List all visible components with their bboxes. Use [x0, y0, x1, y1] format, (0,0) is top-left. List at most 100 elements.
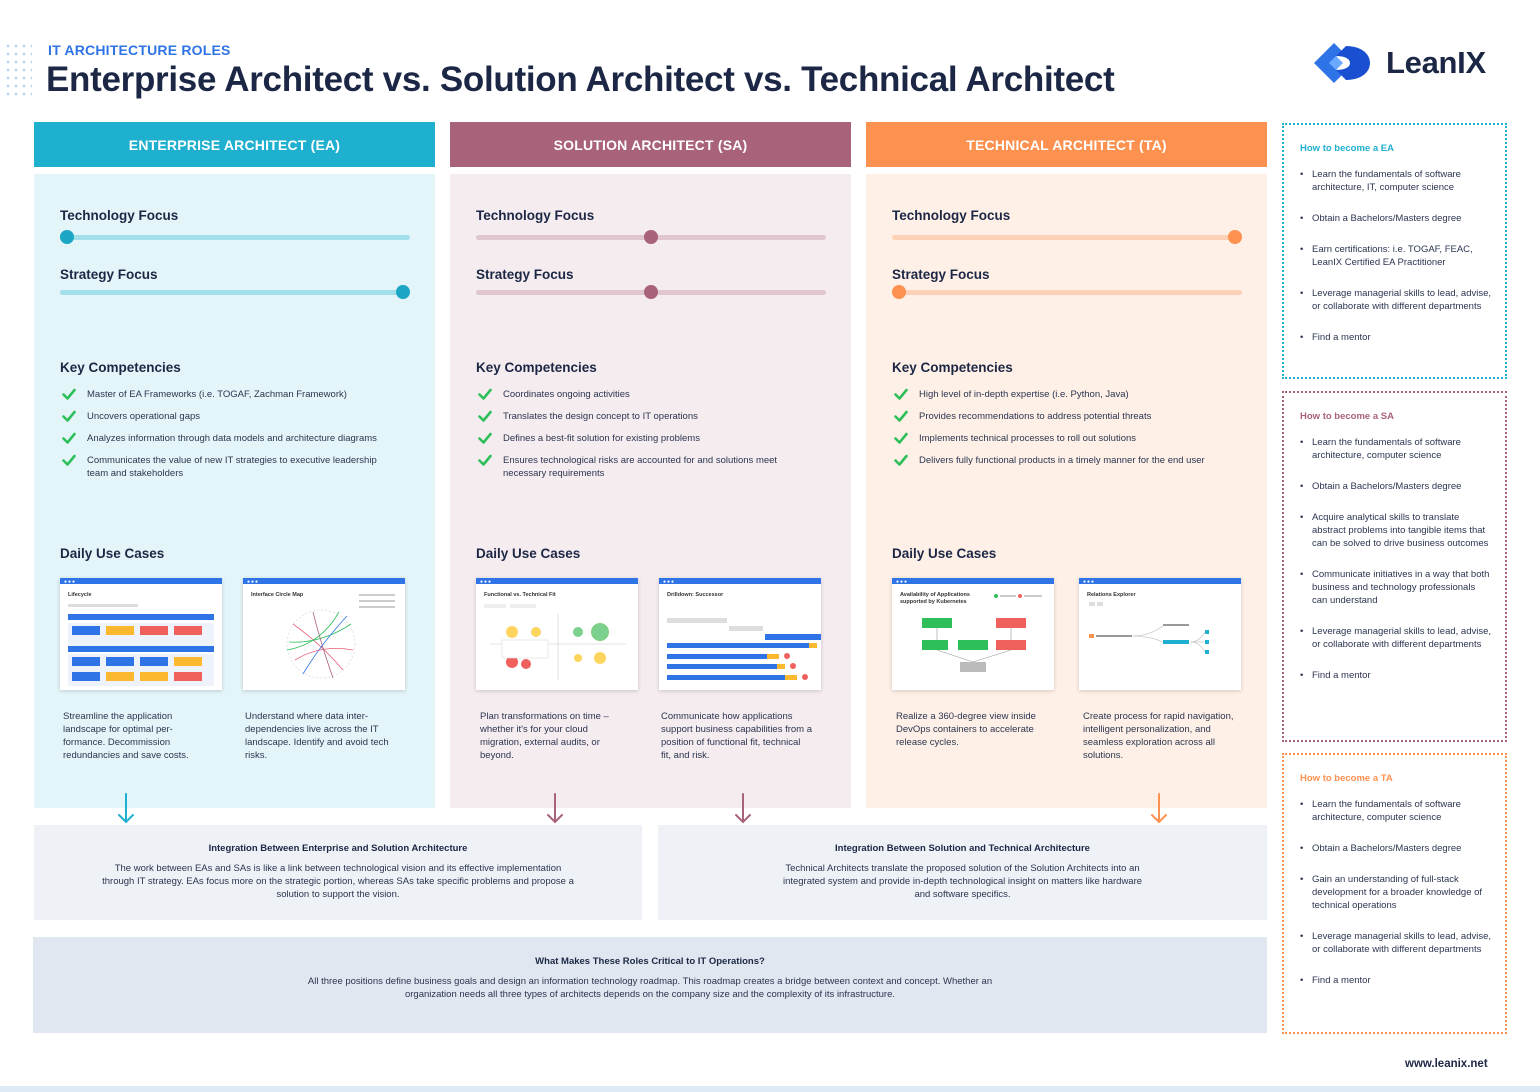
strategy-focus-scale — [892, 285, 1242, 299]
competency-item: High level of in-depth expertise (i.e. P… — [892, 388, 1222, 401]
use-case-description: Understand where data inter-dependencies… — [245, 711, 389, 761]
decorative-dot-grid — [4, 42, 32, 96]
step-item: Find a mentor — [1300, 974, 1491, 987]
column-header: TECHNICAL ARCHITECT (TA) — [866, 122, 1267, 167]
technology-focus-label: Technology Focus — [60, 208, 179, 223]
competency-text: Communicates the value of new IT strateg… — [87, 455, 377, 479]
step-item: Obtain a Bachelors/Masters degree — [1300, 480, 1491, 493]
use-case-description: Communicate how applications support bus… — [661, 711, 813, 761]
screenshot-title: Functional vs. Technical Fit — [484, 592, 556, 598]
strategy-focus-marker — [892, 285, 906, 299]
step-item: Learn the fundamentals of software archi… — [1300, 436, 1491, 462]
competency-text: Translates the design concept to IT oper… — [503, 411, 698, 422]
technology-focus-marker — [1228, 230, 1242, 244]
competency-list: Coordinates ongoing activities Translate… — [476, 388, 806, 489]
step-list: Learn the fundamentals of software archi… — [1300, 436, 1491, 682]
strategy-focus-scale — [476, 285, 826, 299]
check-icon — [478, 454, 492, 466]
relations-explorer-screenshot: ●●● Relations Explorer — [1079, 578, 1241, 690]
how-to-become-ea-panel: How to become a EA Learn the fundamental… — [1282, 123, 1507, 379]
leanix-logo: LeanIX — [1312, 42, 1486, 84]
check-icon — [62, 388, 76, 400]
daily-use-cases-heading: Daily Use Cases — [892, 546, 997, 561]
key-competencies-heading: Key Competencies — [892, 360, 1013, 375]
how-to-become-ta-panel: How to become a TA Learn the fundamental… — [1282, 753, 1507, 1034]
interface-circle-map-screenshot: ●●● Interface Circle Map — [243, 578, 405, 690]
competency-text: Master of EA Frameworks (i.e. TOGAF, Zac… — [87, 389, 347, 400]
step-item: Gain an understanding of full-stack deve… — [1300, 873, 1491, 912]
use-case-screens: ●●● Functional vs. Technical Fit ●●● Dri… — [476, 578, 826, 690]
integration-description: Technical Architects translate the propo… — [782, 863, 1143, 900]
technology-focus-label: Technology Focus — [892, 208, 1011, 223]
technology-focus-scale — [892, 230, 1242, 244]
column-body: Technology Focus Strategy Focus Key Comp… — [450, 174, 851, 808]
column-body: Technology Focus Strategy Focus Key Comp… — [34, 174, 435, 808]
use-case-description: Plan transformations on time – whether i… — [480, 711, 609, 761]
kubernetes-thumbnail — [922, 594, 1042, 672]
check-icon — [478, 410, 492, 422]
screenshot-title: Availability of Applications supported b… — [900, 592, 970, 605]
screenshot-title: Relations Explorer — [1087, 592, 1136, 598]
step-item: Leverage managerial skills to lead, advi… — [1300, 287, 1491, 313]
competency-item: Defines a best-fit solution for existing… — [476, 432, 806, 445]
technology-focus-marker — [644, 230, 658, 244]
strategy-focus-label: Strategy Focus — [476, 267, 574, 282]
use-case-screens: ●●● Availability of Applications support… — [892, 578, 1242, 690]
step-item: Leverage managerial skills to lead, advi… — [1300, 625, 1491, 651]
step-item: Leverage managerial skills to lead, advi… — [1300, 930, 1491, 956]
critical-title: What Makes These Roles Critical to IT Op… — [535, 956, 765, 967]
competency-item: Implements technical processes to roll o… — [892, 432, 1222, 445]
down-arrow-icon — [547, 793, 563, 824]
relations-thumbnail — [1089, 602, 1209, 654]
competency-item: Master of EA Frameworks (i.e. TOGAF, Zac… — [60, 388, 390, 401]
competency-text: Provides recommendations to address pote… — [919, 411, 1152, 422]
competency-text: Coordinates ongoing activities — [503, 389, 630, 400]
competency-item: Ensures technological risks are accounte… — [476, 454, 806, 480]
technology-focus-scale — [476, 230, 826, 244]
use-case-screens: ●●● Lifecycle ●●● Interface Circle Map — [60, 578, 410, 690]
competency-text: Delivers fully functional products in a … — [919, 455, 1205, 466]
critical-description: All three positions define business goal… — [307, 976, 993, 1000]
step-item: Find a mentor — [1300, 331, 1491, 344]
technology-focus-scale — [60, 230, 410, 244]
check-icon — [62, 432, 76, 444]
website-link[interactable]: www.leanix.net — [1405, 1058, 1488, 1070]
check-icon — [894, 388, 908, 400]
enterprise-architect-column: ENTERPRISE ARCHITECT (EA) Technology Foc… — [34, 122, 435, 808]
panel-title: How to become a SA — [1300, 411, 1394, 422]
check-icon — [894, 454, 908, 466]
competency-text: Defines a best-fit solution for existing… — [503, 433, 700, 444]
solution-architect-column: SOLUTION ARCHITECT (SA) Technology Focus… — [450, 122, 851, 808]
strategy-focus-scale — [60, 285, 410, 299]
step-item: Communicate initiatives in a way that bo… — [1300, 568, 1491, 607]
column-body: Technology Focus Strategy Focus Key Comp… — [866, 174, 1267, 808]
step-item: Obtain a Bachelors/Masters degree — [1300, 212, 1491, 225]
page-title: Enterprise Architect vs. Solution Archit… — [46, 60, 1115, 99]
roles-critical-box: What Makes These Roles Critical to IT Op… — [33, 937, 1267, 1033]
strategy-focus-label: Strategy Focus — [60, 267, 158, 282]
competency-item: Analyzes information through data models… — [60, 432, 390, 445]
check-icon — [894, 432, 908, 444]
down-arrow-icon — [1151, 793, 1167, 824]
kubernetes-availability-screenshot: ●●● Availability of Applications support… — [892, 578, 1054, 690]
key-competencies-heading: Key Competencies — [60, 360, 181, 375]
competency-item: Coordinates ongoing activities — [476, 388, 806, 401]
integration-title: Integration Between Enterprise and Solut… — [208, 843, 468, 854]
panel-title: How to become a EA — [1300, 143, 1394, 154]
integration-title: Integration Between Solution and Technic… — [835, 843, 1090, 854]
technology-focus-marker — [60, 230, 74, 244]
competency-item: Provides recommendations to address pote… — [892, 410, 1222, 423]
use-case-description: Create process for rapid navigation, int… — [1083, 711, 1234, 761]
daily-use-cases-heading: Daily Use Cases — [476, 546, 581, 561]
screenshot-title: Lifecycle — [68, 592, 92, 598]
competency-text: Uncovers operational gaps — [87, 411, 201, 422]
technology-focus-label: Technology Focus — [476, 208, 595, 223]
competency-text: High level of in-depth expertise (i.e. P… — [919, 389, 1129, 400]
key-competencies-heading: Key Competencies — [476, 360, 597, 375]
column-header: ENTERPRISE ARCHITECT (EA) — [34, 122, 435, 167]
step-item: Earn certifications: i.e. TOGAF, FEAC, L… — [1300, 243, 1491, 269]
use-case-description: Realize a 360-degree view inside DevOps … — [896, 711, 1036, 748]
drilldown-thumbnail — [667, 618, 821, 680]
screenshot-title: Drilldown: Successor — [667, 592, 724, 598]
down-arrow-icon — [118, 793, 134, 824]
